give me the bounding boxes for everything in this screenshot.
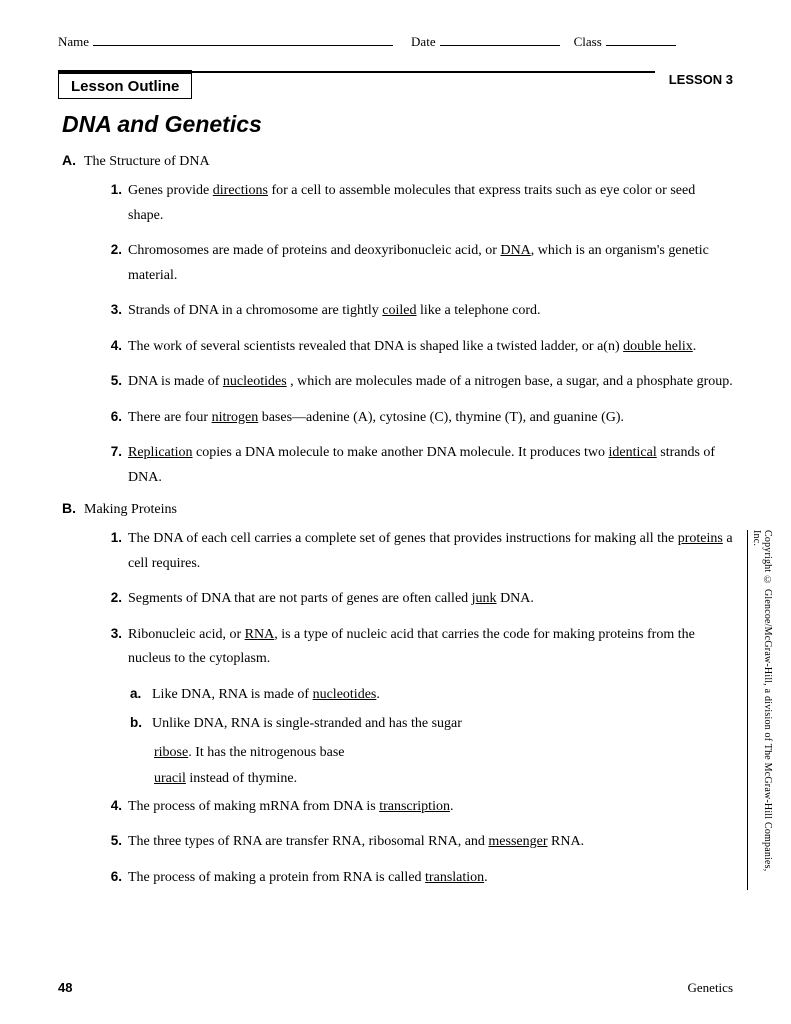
subitem-continuation: uracil instead of thymine.	[154, 767, 733, 792]
fill-answer: messenger	[488, 834, 547, 849]
item-body: The process of making mRNA from DNA is t…	[128, 795, 733, 820]
item-number: 1.	[102, 178, 122, 202]
worksheet-page: Name Date Class Lesson Outline LESSON 3 …	[0, 0, 791, 1024]
fill-answer: nucleotides	[313, 687, 377, 702]
section: A. The Structure of DNA 1.Genes provide di…	[58, 152, 733, 490]
subitem-continuation: ribose. It has the nitrogenous base	[154, 741, 733, 766]
outline-item: 1.The DNA of each cell carries a complet…	[102, 526, 733, 576]
item-number: 5.	[102, 369, 122, 393]
item-number: 5.	[102, 829, 122, 853]
item-number: 3.	[102, 298, 122, 322]
name-blank[interactable]	[93, 32, 393, 46]
outline-item: 3.Ribonucleic acid, or RNA, is a type of…	[102, 622, 733, 672]
item-body: Replication copies a DNA molecule to mak…	[128, 441, 733, 490]
section-letter: A.	[62, 152, 76, 168]
lesson-bar-line	[191, 71, 654, 73]
class-blank[interactable]	[606, 32, 676, 46]
fill-answer: nitrogen	[212, 410, 259, 425]
item-number: 2.	[102, 238, 122, 262]
item-number: 3.	[102, 622, 122, 646]
fill-answer: RNA	[245, 627, 275, 642]
outline-item: 5.DNA is made of nucleotides , which are…	[102, 369, 733, 395]
fill-answer: transcription	[379, 799, 450, 814]
class-label: Class	[574, 34, 602, 50]
section-title: The Structure of DNA	[84, 154, 210, 170]
item-body: Strands of DNA in a chromosome are tight…	[128, 299, 733, 324]
outline-item: 6.The process of making a protein from R…	[102, 865, 733, 891]
fill-answer: coiled	[382, 303, 416, 318]
subitem-body: Like DNA, RNA is made of nucleotides.	[152, 683, 733, 708]
date-blank[interactable]	[440, 32, 560, 46]
item-body: The work of several scientists revealed …	[128, 335, 733, 360]
outline-item: 2.Chromosomes are made of proteins and d…	[102, 238, 733, 288]
section-letter: B.	[62, 500, 76, 516]
outline-subitem: a.Like DNA, RNA is made of nucleotides.	[130, 682, 733, 708]
fill-answer: DNA	[500, 243, 530, 258]
fill-answer: double helix	[623, 339, 693, 354]
item-body: Segments of DNA that are not parts of ge…	[128, 587, 733, 612]
header-row: Name Date Class	[58, 32, 733, 50]
outline-item: 6.There are four nitrogen bases—adenine …	[102, 405, 733, 431]
lesson-number: LESSON 3	[655, 72, 733, 87]
date-label: Date	[411, 34, 436, 50]
outline-item: 4.The process of making mRNA from DNA is…	[102, 794, 733, 820]
outline-item: 5.The three types of RNA are transfer RN…	[102, 829, 733, 855]
item-number: 1.	[102, 526, 122, 550]
item-body: Chromosomes are made of proteins and deo…	[128, 239, 733, 288]
subitem-body: Unlike DNA, RNA is single-stranded and h…	[152, 712, 733, 737]
fill-answer: identical	[609, 445, 657, 460]
item-body: Genes provide directions for a cell to a…	[128, 179, 733, 228]
section-head: B. Making Proteins	[62, 500, 733, 518]
section: B. Making Proteins 1.The DNA of each cell …	[58, 500, 733, 890]
item-body: The three types of RNA are transfer RNA,…	[128, 830, 733, 855]
item-number: 2.	[102, 586, 122, 610]
outline-item: 3.Strands of DNA in a chromosome are tig…	[102, 298, 733, 324]
item-number: 4.	[102, 794, 122, 818]
fill-answer: junk	[472, 591, 497, 606]
item-body: DNA is made of nucleotides , which are m…	[128, 370, 733, 395]
section-title: Making Proteins	[84, 502, 177, 518]
name-label: Name	[58, 34, 89, 50]
copyright-text: Copyright © Glencoe/McGraw-Hill, a divis…	[747, 530, 773, 890]
item-number: 6.	[102, 405, 122, 429]
item-body: Ribonucleic acid, or RNA, is a type of n…	[128, 623, 733, 672]
fill-answer: ribose	[154, 745, 188, 760]
outline-item: 7.Replication copies a DNA molecule to m…	[102, 440, 733, 490]
footer: 48 Genetics	[58, 980, 733, 996]
outline-item: 1.Genes provide directions for a cell to…	[102, 178, 733, 228]
item-number: 4.	[102, 334, 122, 358]
fill-answer: Replication	[128, 445, 193, 460]
item-body: There are four nitrogen bases—adenine (A…	[128, 406, 733, 431]
subitem-letter: b.	[130, 711, 148, 735]
content-body: A.The Structure of DNA1.Genes provide di…	[58, 152, 733, 890]
fill-answer: nucleotides	[223, 374, 287, 389]
fill-answer: uracil	[154, 771, 186, 786]
page-number: 48	[58, 980, 72, 996]
fill-answer: translation	[425, 870, 484, 885]
footer-subject: Genetics	[688, 980, 733, 996]
item-number: 6.	[102, 865, 122, 889]
outline-item: 4.The work of several scientists reveale…	[102, 334, 733, 360]
item-number: 7.	[102, 440, 122, 464]
section-head: A. The Structure of DNA	[62, 152, 733, 170]
outline-item: 2.Segments of DNA that are not parts of …	[102, 586, 733, 612]
item-body: The process of making a protein from RNA…	[128, 866, 733, 891]
subitem-letter: a.	[130, 682, 148, 706]
item-body: The DNA of each cell carries a complete …	[128, 527, 733, 576]
fill-answer: proteins	[678, 531, 723, 546]
lesson-bar: Lesson Outline LESSON 3	[58, 68, 733, 97]
fill-answer: directions	[213, 183, 268, 198]
page-title: DNA and Genetics	[62, 111, 733, 138]
lesson-outline-box: Lesson Outline	[58, 70, 192, 99]
outline-subitem: b.Unlike DNA, RNA is single-stranded and…	[130, 711, 733, 737]
